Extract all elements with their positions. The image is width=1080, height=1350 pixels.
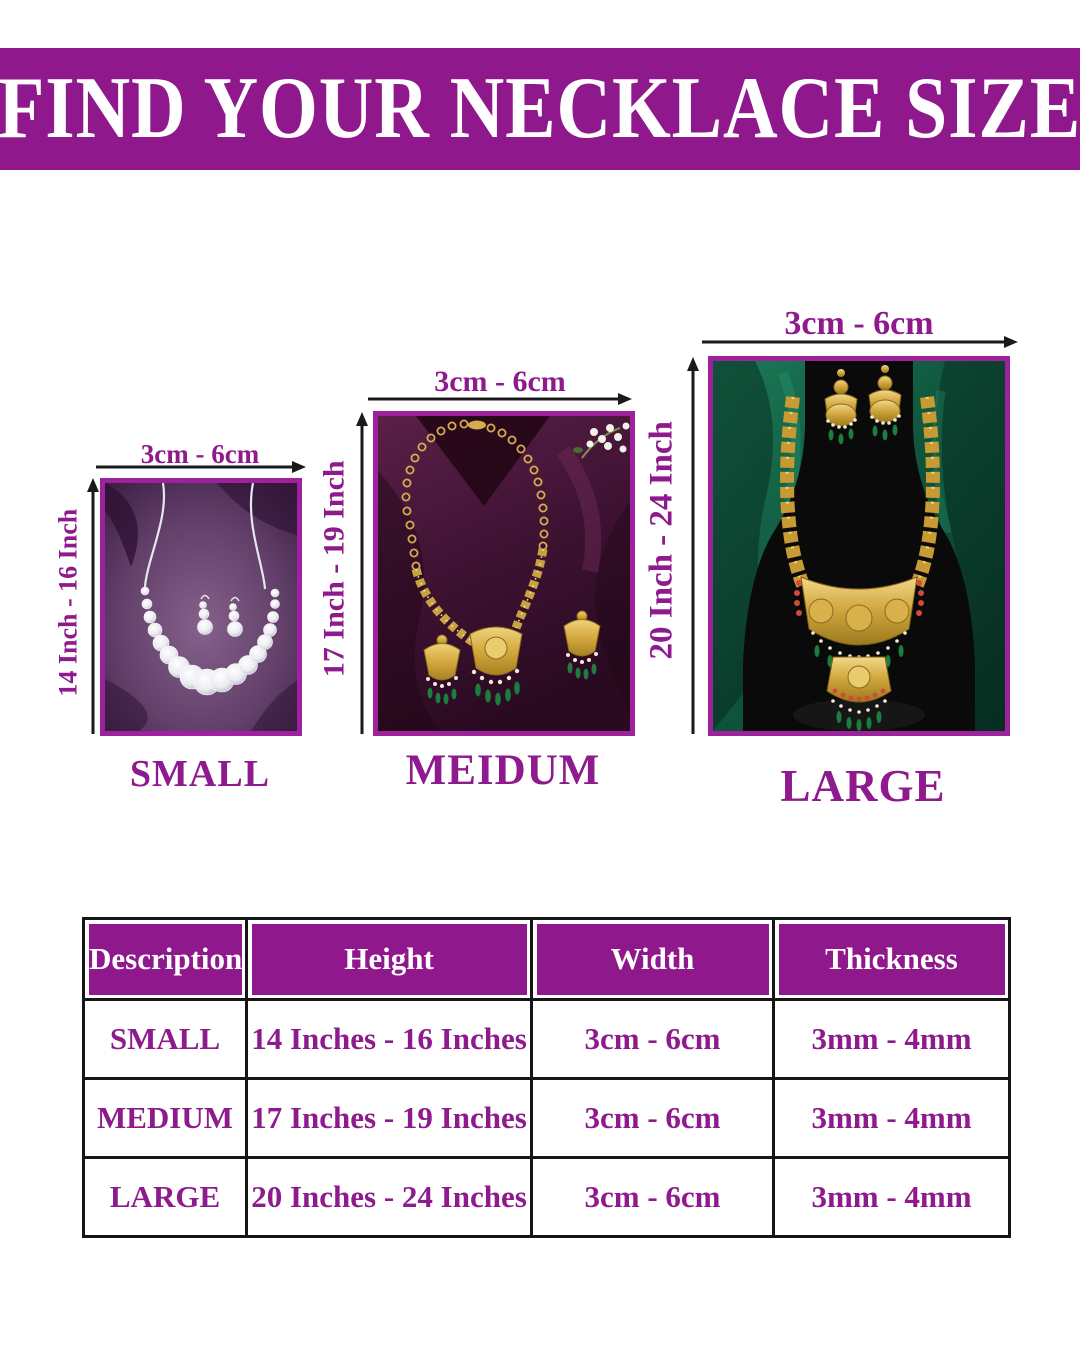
- small-size-label: SMALL: [129, 753, 271, 795]
- small-width-arrow: [96, 461, 306, 473]
- large-size-label: LARGE: [780, 761, 946, 811]
- table-header-row: Description Height Width Thickness: [82, 917, 1011, 1001]
- cell-large-width: 3cm - 6cm: [530, 1156, 775, 1238]
- header-cell-width: Width: [530, 917, 775, 1001]
- table-row-small: SMALL 14 Inches - 16 Inches 3cm - 6cm 3m…: [82, 998, 1011, 1080]
- silver-necklace-image: [105, 483, 297, 731]
- medium-height-range-label: 17 Inch - 19 Inch: [317, 460, 351, 678]
- large-necklace-photo: [708, 356, 1010, 736]
- earring-right-decor: [563, 610, 601, 680]
- large-height-arrow: [687, 357, 699, 734]
- cell-small-height: 14 Inches - 16 Inches: [245, 998, 533, 1080]
- cell-small-thickness: 3mm - 4mm: [772, 998, 1011, 1080]
- medium-size-label: MEIDUM: [405, 747, 601, 794]
- medium-necklace-photo: [373, 411, 635, 736]
- white-flowers-decor: [573, 422, 630, 459]
- cell-large-description: LARGE: [82, 1156, 248, 1238]
- large-width-range-label: 3cm - 6cm: [784, 305, 934, 342]
- medium-width-arrow: [368, 393, 632, 405]
- cell-medium-description: MEDIUM: [82, 1077, 248, 1159]
- table-row-large: LARGE 20 Inches - 24 Inches 3cm - 6cm 3m…: [82, 1156, 1011, 1238]
- large-width-arrow: [702, 336, 1018, 348]
- cell-large-height: 20 Inches - 24 Inches: [245, 1156, 533, 1238]
- cell-medium-width: 3cm - 6cm: [530, 1077, 775, 1159]
- header-cell-description: Description: [82, 917, 248, 1001]
- small-height-arrow: [87, 478, 99, 734]
- large-height-range-label: 20 Inch - 24 Inch: [643, 421, 680, 660]
- table-row-medium: MEDIUM 17 Inches - 19 Inches 3cm - 6cm 3…: [82, 1077, 1011, 1159]
- small-necklace-photo: [100, 478, 302, 736]
- cell-large-thickness: 3mm - 4mm: [772, 1156, 1011, 1238]
- earring-left-decor: [423, 634, 461, 705]
- jhumka-earrings-decor: [824, 365, 902, 445]
- size-table: Description Height Width Thickness SMALL…: [82, 917, 1011, 1238]
- page-title: FIND YOUR NECKLACE SIZE: [0, 60, 1080, 157]
- header-cell-height: Height: [245, 917, 533, 1001]
- medium-height-arrow: [356, 412, 368, 734]
- small-width-range-label: 3cm - 6cm: [140, 439, 260, 469]
- cell-small-description: SMALL: [82, 998, 248, 1080]
- header-cell-thickness: Thickness: [772, 917, 1011, 1001]
- temple-necklace-image: [713, 361, 1005, 731]
- cell-medium-thickness: 3mm - 4mm: [772, 1077, 1011, 1159]
- cell-small-width: 3cm - 6cm: [530, 998, 775, 1080]
- title-banner: FIND YOUR NECKLACE SIZE: [0, 48, 1080, 170]
- cell-medium-height: 17 Inches - 19 Inches: [245, 1077, 533, 1159]
- medium-width-range-label: 3cm - 6cm: [434, 365, 566, 398]
- gold-necklace-image: [378, 416, 630, 731]
- small-height-range-label: 14 Inch - 16 Inch: [53, 508, 83, 697]
